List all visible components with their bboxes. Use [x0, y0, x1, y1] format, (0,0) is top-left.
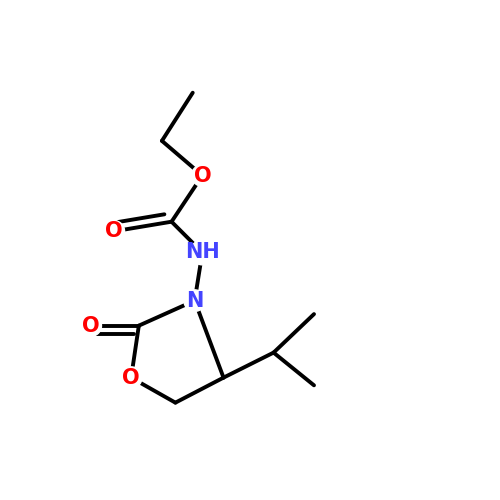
Circle shape	[120, 367, 142, 388]
Text: N: N	[186, 290, 204, 310]
Circle shape	[184, 290, 206, 312]
Circle shape	[103, 220, 124, 242]
Circle shape	[190, 240, 214, 265]
Circle shape	[80, 315, 102, 336]
Text: O: O	[122, 368, 140, 388]
Text: O: O	[82, 316, 100, 336]
Text: NH: NH	[185, 242, 220, 262]
Text: O: O	[194, 166, 211, 186]
Circle shape	[192, 164, 213, 186]
Text: O: O	[105, 222, 122, 242]
